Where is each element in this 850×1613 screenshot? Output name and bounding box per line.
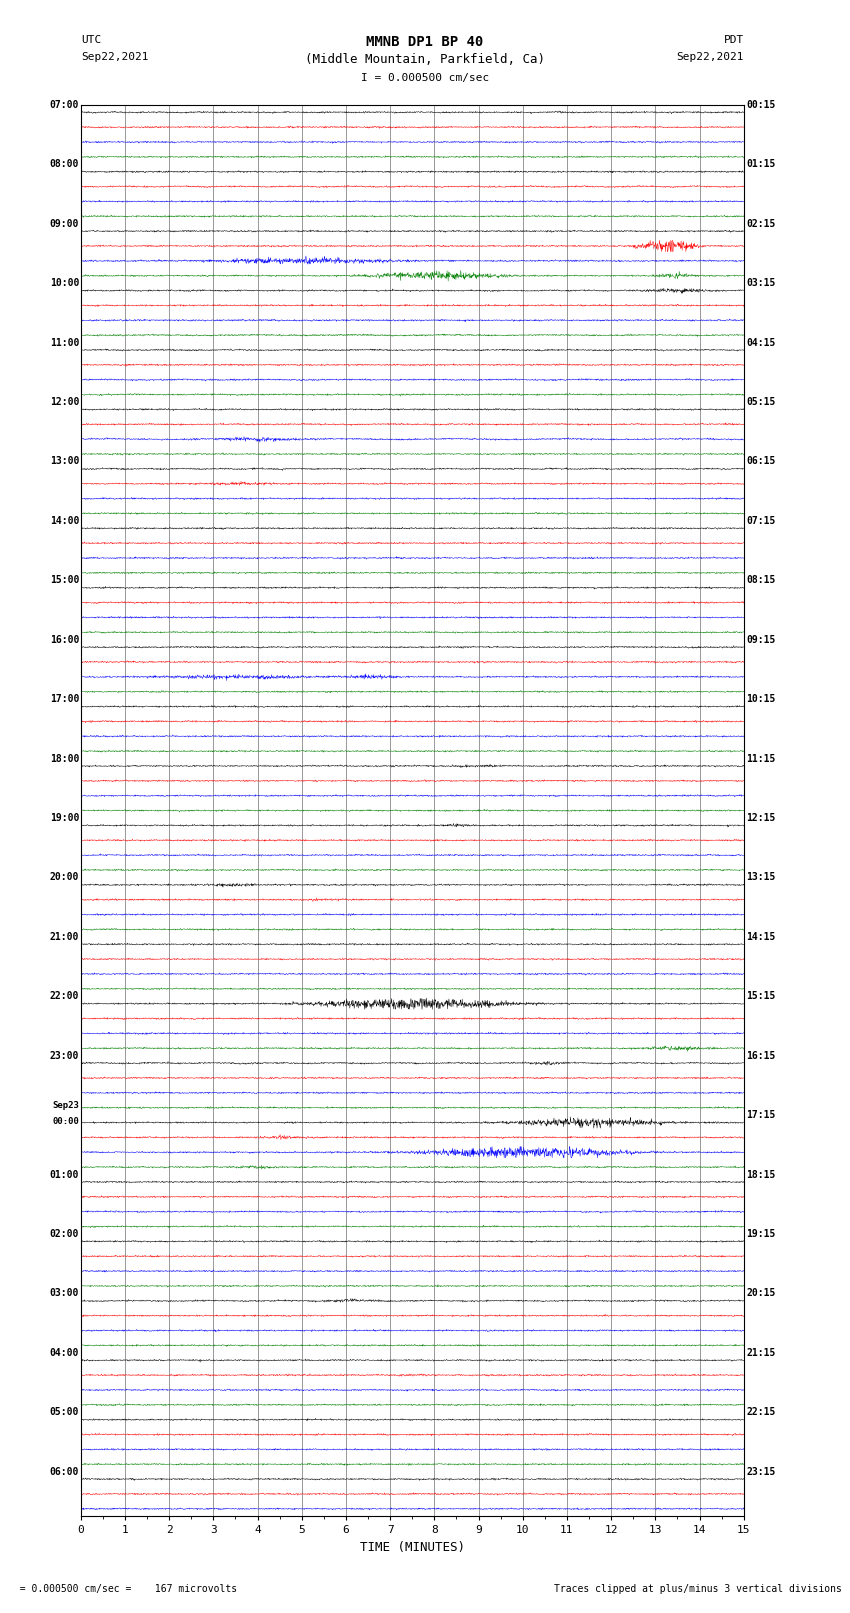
- Text: Sep23: Sep23: [52, 1102, 79, 1110]
- Text: 07:15: 07:15: [746, 516, 776, 526]
- Text: 16:15: 16:15: [746, 1050, 776, 1061]
- Text: 04:15: 04:15: [746, 337, 776, 347]
- Text: UTC: UTC: [81, 35, 101, 45]
- Text: 05:15: 05:15: [746, 397, 776, 406]
- Text: 01:15: 01:15: [746, 160, 776, 169]
- Text: 18:00: 18:00: [49, 753, 79, 763]
- Text: 08:00: 08:00: [49, 160, 79, 169]
- Text: 02:15: 02:15: [746, 219, 776, 229]
- Text: 22:15: 22:15: [746, 1407, 776, 1418]
- Text: 09:15: 09:15: [746, 634, 776, 645]
- Text: 10:00: 10:00: [49, 277, 79, 289]
- Text: 21:00: 21:00: [49, 932, 79, 942]
- Text: 10:15: 10:15: [746, 694, 776, 705]
- Text: Traces clipped at plus/minus 3 vertical divisions: Traces clipped at plus/minus 3 vertical …: [553, 1584, 842, 1594]
- Text: 18:15: 18:15: [746, 1169, 776, 1179]
- Text: 14:00: 14:00: [49, 516, 79, 526]
- Text: 16:00: 16:00: [49, 634, 79, 645]
- Text: 09:00: 09:00: [49, 219, 79, 229]
- Text: 00:15: 00:15: [746, 100, 776, 110]
- Text: I = 0.000500 cm/sec: I = 0.000500 cm/sec: [361, 73, 489, 82]
- Text: 14:15: 14:15: [746, 932, 776, 942]
- X-axis label: TIME (MINUTES): TIME (MINUTES): [360, 1540, 465, 1553]
- Text: (Middle Mountain, Parkfield, Ca): (Middle Mountain, Parkfield, Ca): [305, 53, 545, 66]
- Text: 03:00: 03:00: [49, 1289, 79, 1298]
- Text: 05:00: 05:00: [49, 1407, 79, 1418]
- Text: 04:00: 04:00: [49, 1348, 79, 1358]
- Text: 11:15: 11:15: [746, 753, 776, 763]
- Text: 17:00: 17:00: [49, 694, 79, 705]
- Text: 01:00: 01:00: [49, 1169, 79, 1179]
- Text: 12:00: 12:00: [49, 397, 79, 406]
- Text: 19:15: 19:15: [746, 1229, 776, 1239]
- Text: 02:00: 02:00: [49, 1229, 79, 1239]
- Text: 03:15: 03:15: [746, 277, 776, 289]
- Text: PDT: PDT: [723, 35, 744, 45]
- Text: 21:15: 21:15: [746, 1348, 776, 1358]
- Text: = 0.000500 cm/sec =    167 microvolts: = 0.000500 cm/sec = 167 microvolts: [8, 1584, 238, 1594]
- Text: 12:15: 12:15: [746, 813, 776, 823]
- Text: 23:00: 23:00: [49, 1050, 79, 1061]
- Text: 07:00: 07:00: [49, 100, 79, 110]
- Text: 06:00: 06:00: [49, 1466, 79, 1476]
- Text: 11:00: 11:00: [49, 337, 79, 347]
- Text: 13:15: 13:15: [746, 873, 776, 882]
- Text: 19:00: 19:00: [49, 813, 79, 823]
- Text: 06:15: 06:15: [746, 456, 776, 466]
- Text: 15:00: 15:00: [49, 576, 79, 586]
- Text: Sep22,2021: Sep22,2021: [677, 52, 744, 61]
- Text: 22:00: 22:00: [49, 992, 79, 1002]
- Text: MMNB DP1 BP 40: MMNB DP1 BP 40: [366, 35, 484, 50]
- Text: Sep22,2021: Sep22,2021: [81, 52, 148, 61]
- Text: 23:15: 23:15: [746, 1466, 776, 1476]
- Text: 15:15: 15:15: [746, 992, 776, 1002]
- Text: 08:15: 08:15: [746, 576, 776, 586]
- Text: 20:15: 20:15: [746, 1289, 776, 1298]
- Text: 20:00: 20:00: [49, 873, 79, 882]
- Text: 00:00: 00:00: [52, 1116, 79, 1126]
- Text: 17:15: 17:15: [746, 1110, 776, 1119]
- Text: 13:00: 13:00: [49, 456, 79, 466]
